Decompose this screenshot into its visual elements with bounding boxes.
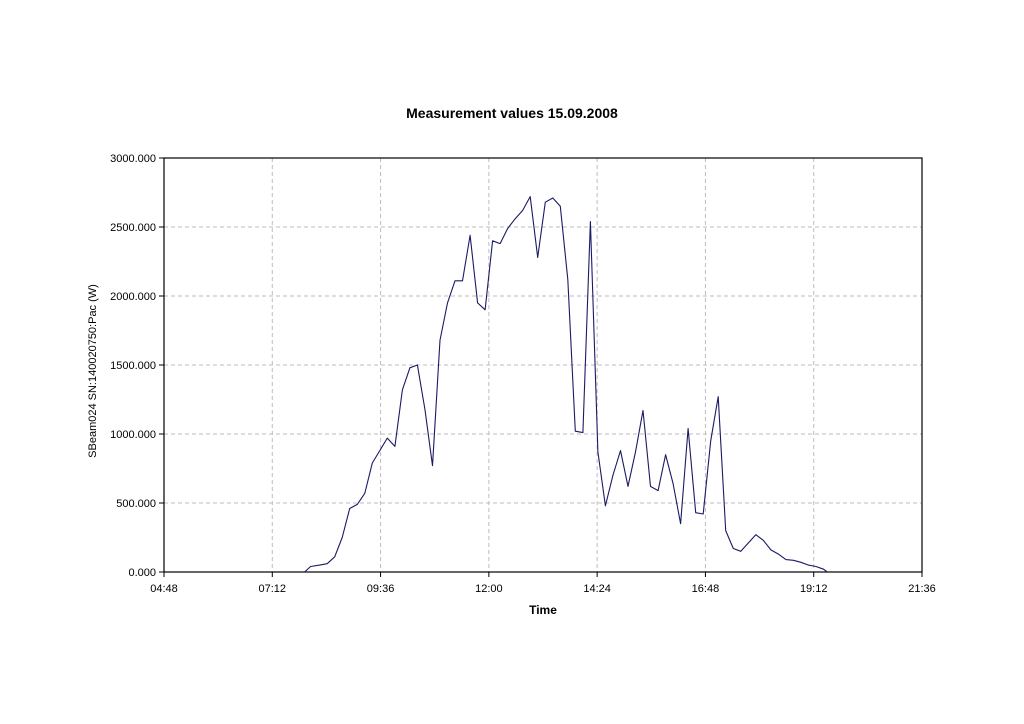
x-tick-label: 04:48 <box>150 583 178 595</box>
x-tick-label: 09:36 <box>367 583 395 595</box>
y-tick-label: 0.000 <box>128 567 156 579</box>
x-tick-label: 16:48 <box>692 583 720 595</box>
x-tick-label: 14:24 <box>583 583 611 595</box>
y-axis-ticks: 0.000 500.000 1000.000 1500.000 2000.000 2500… <box>110 153 164 579</box>
x-axis-ticks: 04:48 07:12 09:36 12:00 14:24 16:48 19:12 21:36 <box>150 572 936 595</box>
y-tick-label: 3000.000 <box>110 153 156 165</box>
grid-lines <box>164 158 922 572</box>
x-axis-label: Time <box>529 603 557 617</box>
y-tick-label: 1500.000 <box>110 360 156 372</box>
x-tick-label: 21:36 <box>908 583 936 595</box>
series-line <box>304 196 828 573</box>
x-tick-label: 12:00 <box>475 583 503 595</box>
series-group <box>304 196 828 573</box>
y-tick-label: 500.000 <box>116 498 156 510</box>
y-axis-label: SBeam024 SN:140020750:Pac (W) <box>87 284 99 458</box>
x-tick-label: 19:12 <box>800 583 828 595</box>
y-tick-label: 1000.000 <box>110 429 156 441</box>
y-tick-label: 2000.000 <box>110 291 156 303</box>
chart-title: Measurement values 15.09.2008 <box>406 105 618 121</box>
x-tick-label: 07:12 <box>259 583 287 595</box>
y-tick-label: 2500.000 <box>110 222 156 234</box>
